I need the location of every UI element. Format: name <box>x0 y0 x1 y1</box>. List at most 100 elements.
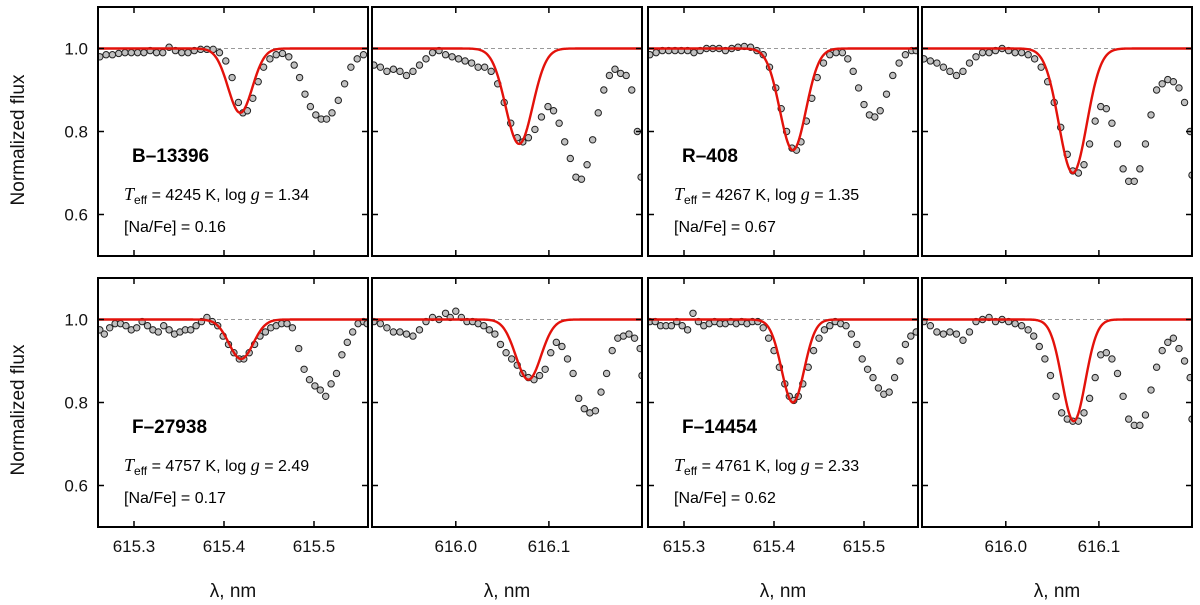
observed-point <box>1085 140 1094 148</box>
panel-1-0: 0.6 0.8 1.0 615.3 615.4 615.5 λ, nm <box>64 277 369 602</box>
x-axis-title: λ, nm <box>210 581 256 602</box>
observed-point <box>1091 117 1099 125</box>
observed-point <box>667 322 676 330</box>
observed-point <box>885 388 893 396</box>
observed-point <box>165 326 173 334</box>
observed-point <box>946 328 954 336</box>
observed-point <box>759 324 767 332</box>
y-tick-label: 0.8 <box>64 394 88 413</box>
observed-point <box>926 57 935 65</box>
observed-point <box>285 53 293 61</box>
observed-point <box>1136 165 1144 173</box>
x-tick-label: 615.3 <box>663 537 706 556</box>
observed-point <box>143 322 152 330</box>
observed-point <box>1158 80 1166 88</box>
teff-value: = 4757 K, log <box>147 458 251 475</box>
observed-point <box>874 384 883 392</box>
observed-point <box>305 375 314 384</box>
observed-point <box>591 407 600 415</box>
observed-point <box>965 328 974 336</box>
observed-point <box>820 326 829 334</box>
observed-point <box>972 53 980 61</box>
panel-content <box>648 309 918 405</box>
observed-point <box>383 324 391 332</box>
star-parameters: Teff = 4267 K, log g = 1.35 <box>674 184 859 207</box>
observed-point <box>611 65 619 73</box>
observed-point <box>608 346 616 355</box>
observed-point <box>328 109 336 117</box>
panel-content <box>922 313 1192 430</box>
observed-point <box>507 355 516 363</box>
na-fe-abundance: [Na/Fe] = 0.17 <box>124 490 226 507</box>
observed-point <box>428 48 437 57</box>
observed-point <box>541 365 549 373</box>
observed-point <box>1119 392 1127 400</box>
observed-point <box>234 98 243 107</box>
observed-point <box>531 125 539 134</box>
observed-point <box>415 326 424 334</box>
observed-point <box>121 48 129 57</box>
observed-point <box>376 319 385 328</box>
star-name: R–408 <box>682 146 738 167</box>
observed-point <box>683 326 692 334</box>
observed-point <box>583 161 591 169</box>
observed-point <box>1074 169 1083 177</box>
observed-point <box>628 86 636 94</box>
y-axis-title-top: Normalized flux <box>8 74 29 205</box>
observed-point <box>160 322 168 330</box>
logg-value: = 1.35 <box>810 187 859 204</box>
observed-point <box>332 369 341 378</box>
observed-point <box>895 59 903 67</box>
observed-point <box>108 51 117 59</box>
observed-point <box>133 48 142 57</box>
observed-point <box>480 322 488 330</box>
observed-point <box>871 113 879 121</box>
observed-point <box>838 48 847 57</box>
observed-point <box>1180 98 1189 107</box>
observed-point <box>854 84 863 92</box>
observed-point <box>474 63 482 71</box>
observed-point <box>574 394 583 403</box>
observed-point <box>1186 373 1192 382</box>
observed-point <box>882 90 891 98</box>
observed-point <box>228 73 236 82</box>
observed-point <box>689 309 697 317</box>
observed-point <box>288 324 297 332</box>
observed-point <box>764 334 773 342</box>
observed-point <box>1108 355 1116 363</box>
observed-point <box>622 71 630 80</box>
observed-point <box>594 109 602 117</box>
x-tick-label: 616.1 <box>1078 537 1121 556</box>
star-name: F–14454 <box>682 417 757 438</box>
observed-point <box>549 107 558 115</box>
observed-point <box>537 113 546 121</box>
observed-point <box>127 48 136 57</box>
observed-point <box>409 332 417 340</box>
panel-1-1: 616.0 616.1 λ, nm <box>371 277 643 602</box>
teff-symbol: T <box>124 184 136 204</box>
teff-symbol: T <box>674 455 686 475</box>
y-tick-label: 0.6 <box>64 477 88 496</box>
observed-point <box>901 51 910 59</box>
observed-point <box>349 328 357 336</box>
observed-point <box>396 328 404 336</box>
observed-point <box>563 355 572 363</box>
observed-point <box>322 115 331 123</box>
observed-point <box>809 346 818 355</box>
star-parameters: Teff = 4757 K, log g = 2.49 <box>124 455 309 478</box>
logg-symbol: g <box>801 455 810 475</box>
observed-point <box>569 369 577 378</box>
observed-point <box>461 57 469 65</box>
observed-point <box>630 334 639 342</box>
teff-subscript: eff <box>684 464 698 478</box>
observed-point <box>102 51 110 59</box>
observed-point <box>192 322 200 330</box>
observed-point <box>1124 415 1133 423</box>
x-tick-label: 615.5 <box>843 537 886 556</box>
observed-point <box>1091 373 1099 382</box>
model-line <box>922 47 1192 175</box>
observed-point <box>939 63 948 71</box>
panel-0-3 <box>921 6 1193 257</box>
logg-value: = 2.33 <box>810 458 859 475</box>
